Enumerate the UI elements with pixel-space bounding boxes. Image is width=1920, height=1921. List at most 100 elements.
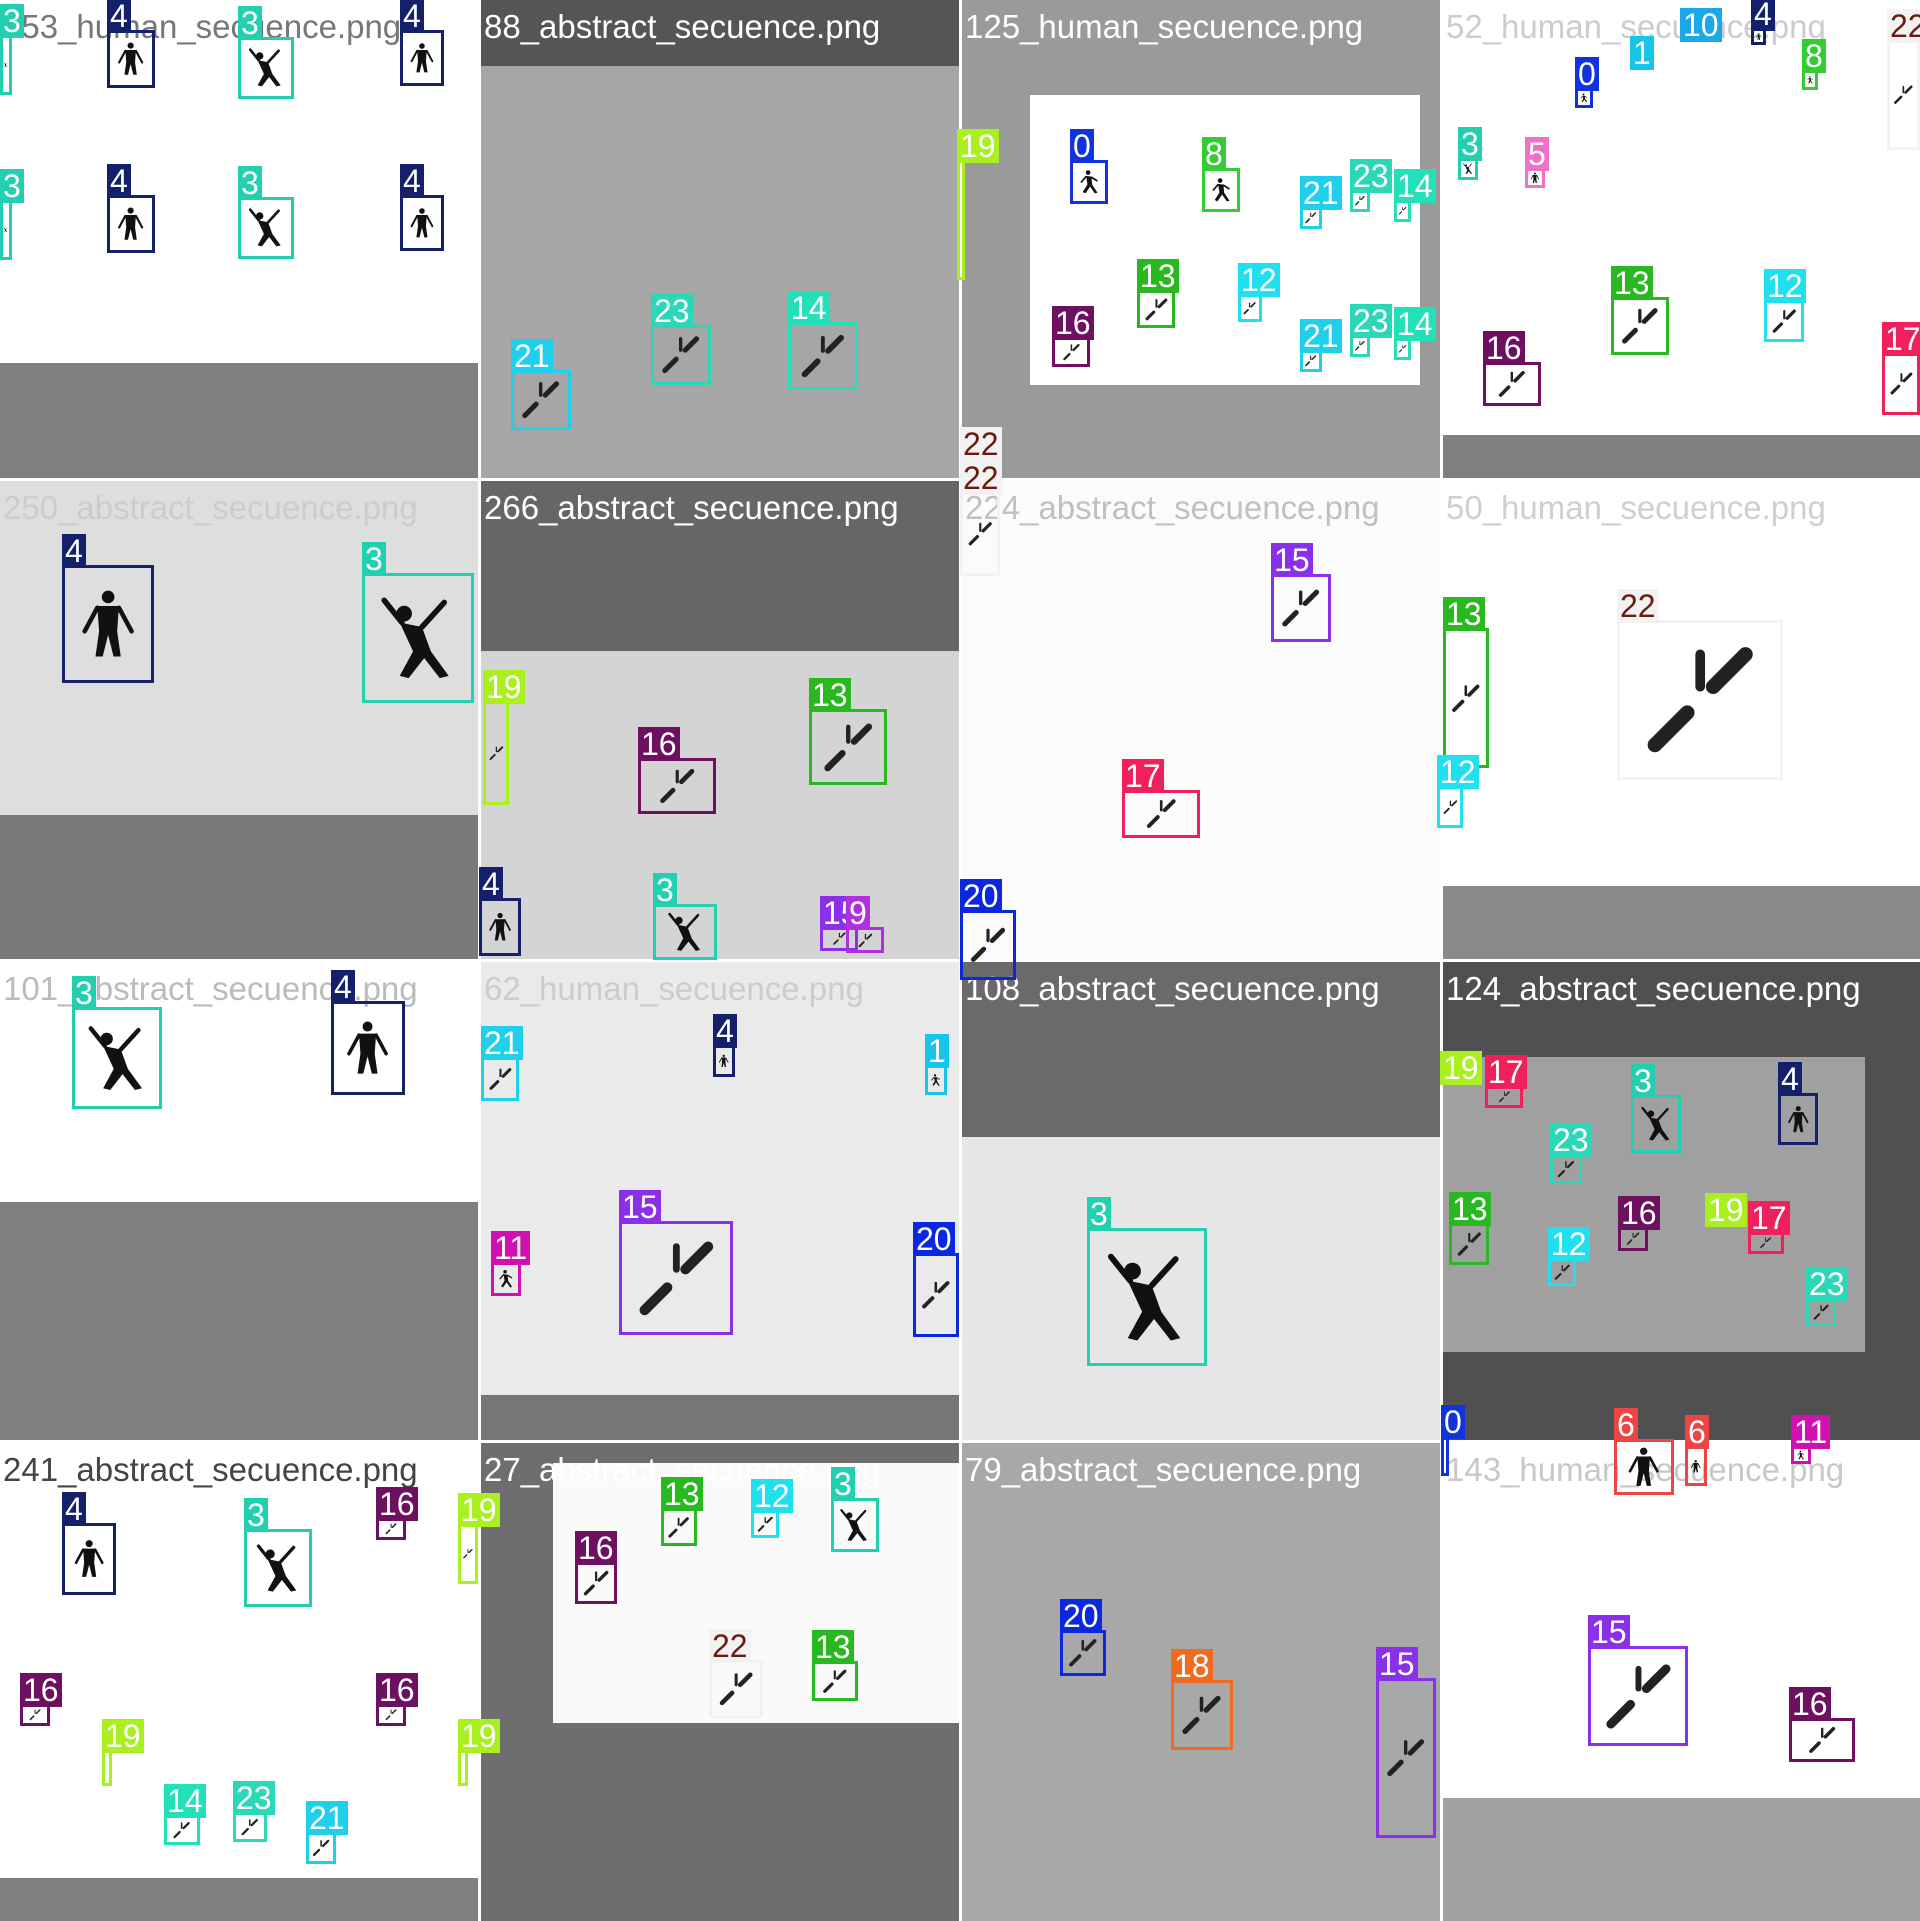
sample-tile: 62_human_secuence.png <box>481 962 959 1440</box>
sample-tile: 143_human_secuence.png <box>1443 1443 1920 1921</box>
detection-label: 16 <box>376 1487 418 1521</box>
detection-label: 16 <box>638 727 680 761</box>
abstract-shape-icon <box>583 1570 609 1596</box>
detection-label: 19 <box>102 1719 144 1753</box>
human-reach-icon <box>1108 1253 1181 1341</box>
tile-background-region <box>481 0 959 66</box>
detection-box: 16 <box>1618 1196 1660 1251</box>
detection-box: 13 <box>809 678 887 785</box>
sample-tile: 101_abstract_secuence.png <box>0 962 478 1440</box>
detection-box: 11 <box>1791 1415 1831 1464</box>
detection-label: 9 <box>846 896 870 930</box>
detection-label: 22 <box>960 461 1002 495</box>
detection-label: 0 <box>1441 1405 1465 1439</box>
detection-box: 16 <box>575 1531 617 1604</box>
abstract-shape-icon <box>241 1818 259 1836</box>
detection-box: 23 <box>1350 159 1392 212</box>
detection-label: 8 <box>1802 39 1826 73</box>
detection-box: 9 <box>846 896 884 953</box>
detection-box: 11 <box>491 1231 531 1296</box>
abstract-shape-icon <box>29 1709 41 1721</box>
detection-box: 16 <box>376 1673 418 1726</box>
detection-label: 0 <box>1070 129 1094 163</box>
tile-background-region <box>0 815 478 959</box>
tile-title: 79_abstract_secuence.png <box>965 1451 1362 1488</box>
abstract-shape-icon <box>1282 589 1320 627</box>
detection-label: 15 <box>619 1190 661 1224</box>
abstract-shape-icon <box>1305 212 1317 224</box>
human-stand-icon <box>82 590 134 657</box>
abstract-shape-icon <box>823 1669 847 1693</box>
detection-box: 6 <box>1685 1415 1709 1486</box>
detection-box: 21 <box>481 1026 523 1101</box>
detection-box: 16 <box>1052 306 1094 367</box>
abstract-shape-icon <box>922 1281 950 1309</box>
detection-box: 21 <box>306 1801 348 1864</box>
human-run-icon <box>1080 170 1098 194</box>
abstract-shape-icon <box>1498 1091 1510 1103</box>
tile-title: 125_human_secuence.png <box>965 8 1364 45</box>
detection-label: 22 <box>709 1629 751 1663</box>
detection-box: 23 <box>1350 304 1392 357</box>
detection-label: 15 <box>1376 1647 1418 1681</box>
detection-box: 23 <box>651 294 711 385</box>
detection-label: 19 <box>483 670 525 704</box>
detection-label: 3 <box>1458 127 1482 161</box>
detection-box: 17 <box>1882 322 1920 415</box>
abstract-shape-icon <box>801 334 845 378</box>
detection-label: 16 <box>1483 331 1525 365</box>
tile-title: 241_abstract_secuence.png <box>3 1451 418 1488</box>
detection-label: 8 <box>1202 137 1226 171</box>
detection-box: 3 <box>1631 1064 1681 1153</box>
detection-box: 16 <box>638 727 716 814</box>
sample-tile: 124_abstract_secuence.png <box>1443 962 1920 1440</box>
detection-box: 18 <box>1171 1649 1233 1750</box>
human-run-icon <box>931 1074 941 1086</box>
abstract-shape-icon <box>1398 207 1407 215</box>
detection-box: 14 <box>1394 169 1436 222</box>
detection-label: 3 <box>1087 1197 1111 1231</box>
detection-box: 4 <box>1778 1062 1818 1145</box>
abstract-shape-icon <box>832 932 846 946</box>
detection-box: 13 <box>1611 266 1669 355</box>
abstract-shape-icon <box>1772 309 1796 333</box>
abstract-shape-icon <box>489 1068 511 1090</box>
human-stand-icon <box>410 43 434 73</box>
detection-label: 6 <box>1685 1415 1709 1449</box>
human-stand-icon <box>1755 33 1762 40</box>
human-stand-icon <box>410 208 434 238</box>
detection-label: 21 <box>1300 176 1342 210</box>
detection-label: 3 <box>831 1467 855 1501</box>
detection-label: 12 <box>1437 755 1479 789</box>
detection-box: 22 <box>1617 589 1783 780</box>
tile-background-region <box>1443 1798 1920 1921</box>
human-reach-icon <box>840 1508 868 1541</box>
abstract-shape-icon <box>970 927 1006 963</box>
detection-label: 19 <box>458 1719 500 1753</box>
detection-label: 4 <box>107 164 131 198</box>
detection-label: 12 <box>1238 263 1280 297</box>
tile-title: 62_human_secuence.png <box>484 970 864 1007</box>
detection-label: 17 <box>1748 1201 1790 1235</box>
abstract-shape-icon <box>824 723 872 771</box>
tile-background-region <box>962 962 1440 1137</box>
detection-label: 23 <box>1550 1123 1592 1157</box>
detection-box: 3 <box>244 1498 312 1607</box>
detection-label: 23 <box>651 294 693 328</box>
tile-background-region <box>0 1202 478 1440</box>
tile-title: 108_abstract_secuence.png <box>965 970 1380 1007</box>
abstract-shape-icon <box>1760 1237 1772 1249</box>
detection-label: 11 <box>1791 1415 1831 1449</box>
detection-box: 14 <box>164 1784 206 1845</box>
detection-box: 15 <box>1588 1615 1688 1746</box>
detection-box: 4 <box>400 0 444 86</box>
detection-box: 20 <box>913 1222 959 1337</box>
detection-box: 3 <box>1458 127 1482 180</box>
detection-label: 4 <box>1751 0 1775 31</box>
detection-label: 13 <box>1449 1192 1491 1226</box>
detection-box: 23 <box>1550 1123 1592 1184</box>
abstract-shape-icon <box>312 1839 330 1857</box>
detection-label: 0 <box>1575 57 1599 91</box>
detection-box: 12 <box>1548 1227 1590 1286</box>
abstract-shape-icon <box>1890 373 1912 395</box>
